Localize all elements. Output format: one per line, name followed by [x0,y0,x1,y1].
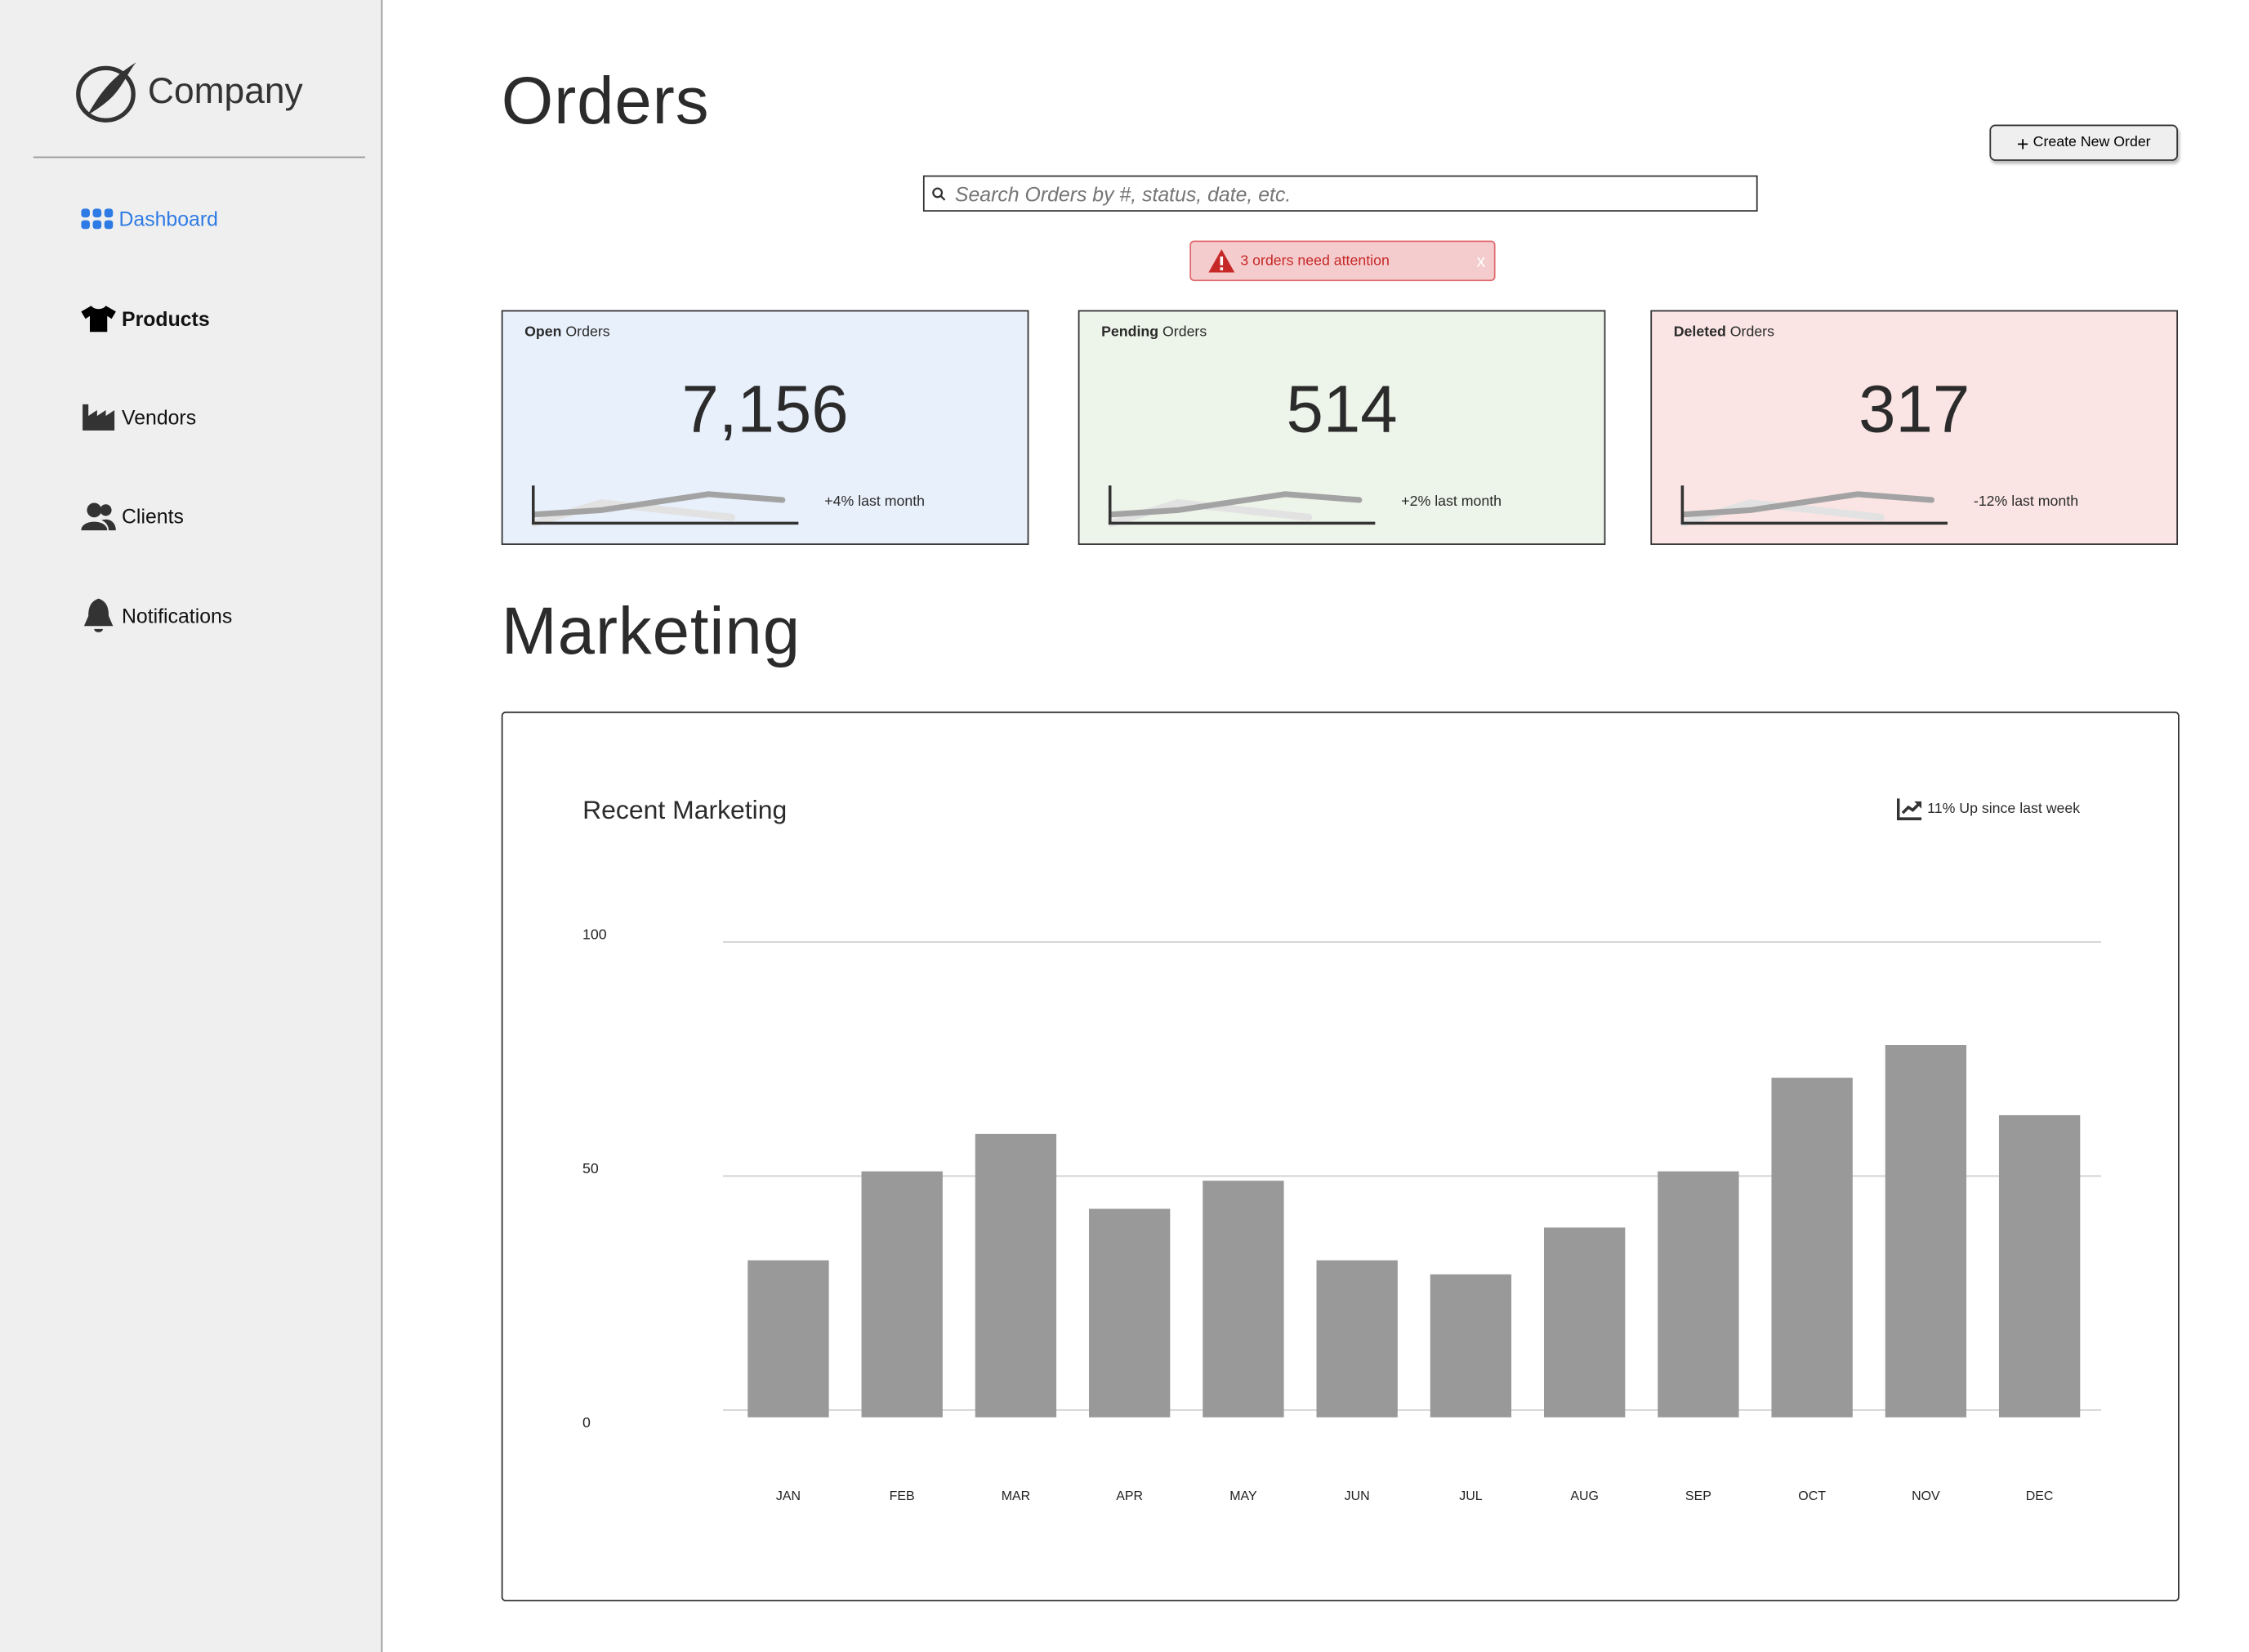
search-input[interactable] [952,180,1741,207]
card-title: Deleted Orders [1673,324,1774,341]
bar-apr [1089,1208,1171,1418]
tshirt-icon [81,306,116,333]
sparkline-chart [1108,485,1376,527]
sidebar-item-vendors[interactable]: Vendors [81,403,196,431]
sidebar-divider [33,156,365,159]
x-tick-label: APR [1116,1489,1143,1503]
alert-text: 3 orders need attention [1240,252,1390,270]
search-icon [932,186,946,200]
y-tick-label: 100 [582,926,607,942]
sidebar-item-label: Vendors [121,405,197,430]
card-value: 7,156 [681,371,849,447]
order-stat-card[interactable]: Deleted Orders 317 -12% last month [1650,310,2179,545]
x-tick-label: MAY [1229,1489,1257,1503]
x-tick-label: JUL [1459,1489,1482,1503]
logo-icon [76,62,136,123]
sidebar-item-label: Dashboard [118,207,218,231]
card-value: 514 [1286,371,1398,447]
card-title: Pending Orders [1101,324,1207,341]
bar-nov [1885,1045,1967,1418]
y-tick-label: 50 [582,1160,599,1176]
bar-oct [1771,1078,1853,1418]
sidebar-item-products[interactable]: Products [81,304,210,333]
card-delta: +4% last month [824,493,926,511]
marketing-chart-panel: 0 50 100 JAN FEB MAR APR MAY JUN JUL AUG SEP OCT NOV D… [501,711,2180,1602]
section-title-marketing: Marketing [501,592,801,668]
bar-feb [861,1171,943,1418]
bar-aug [1543,1227,1626,1418]
bar-jun [1316,1260,1398,1418]
order-stat-card[interactable]: Open Orders 7,156 +4% last month [501,310,1029,545]
card-delta: +2% last month [1401,493,1502,511]
bar-jan [747,1260,829,1418]
sidebar-item-dashboard[interactable]: Dashboard [81,208,218,230]
y-tick-label: 0 [582,1414,591,1431]
sidebar-item-label: Products [121,307,210,331]
brand-name: Company [147,70,303,111]
x-tick-label: MAR [1002,1489,1030,1503]
warning-icon [1208,249,1235,273]
dashboard-grid-icon [81,208,114,230]
x-tick-label: AUG [1570,1489,1599,1503]
x-tick-label: JAN [776,1489,801,1503]
sparkline-chart [1680,485,1948,527]
x-tick-label: FEB [890,1489,915,1503]
x-tick-label: NOV [1912,1489,1940,1503]
trending-up-chart-icon [1896,798,1922,820]
bar-sep [1658,1171,1739,1418]
sidebar: Company Dashboard Products Vendors Clien… [0,0,383,1652]
sparkline-chart [531,485,799,527]
company-logo[interactable]: Company [75,58,303,125]
card-delta: -12% last month [1973,493,2079,511]
bar-chart: 0 50 100 JAN FEB MAR APR MAY JUN JUL AUG SEP OCT NOV D… [582,926,2102,1503]
chart-note-text: 11% Up since last week [1927,801,2081,817]
page-title: Orders [501,62,710,138]
factory-icon [83,404,115,431]
create-new-order-label: Create New Order [2033,134,2151,151]
sidebar-item-notifications[interactable]: Notifications [81,597,232,635]
create-new-order-button[interactable]: + Create New Order [1989,124,2179,161]
bar-jul [1430,1274,1512,1418]
x-tick-label: SEP [1685,1489,1711,1503]
order-stat-card[interactable]: Pending Orders 514 +2% last month [1078,310,1606,545]
chart-title: Recent Marketing [582,795,788,825]
chart-trend-note: 11% Up since last week [1896,797,2081,820]
bar-may [1203,1181,1284,1418]
bar-mar [975,1133,1057,1418]
x-tick-label: DEC [2026,1489,2054,1503]
sidebar-item-label: Clients [121,504,184,528]
bell-icon [83,598,114,632]
close-icon[interactable]: x [1476,250,1486,271]
x-tick-label: OCT [1798,1489,1826,1503]
x-tick-label: JUN [1345,1489,1370,1503]
sidebar-item-label: Notifications [121,604,233,628]
sidebar-item-clients[interactable]: Clients [81,502,184,531]
card-title: Open Orders [524,324,610,341]
bar-dec [1998,1114,2081,1418]
plus-icon: + [2016,131,2029,154]
attention-alert: 3 orders need attention x [1189,240,1496,282]
card-value: 317 [1859,371,1970,447]
users-icon [81,502,116,531]
search-box [922,175,1758,212]
